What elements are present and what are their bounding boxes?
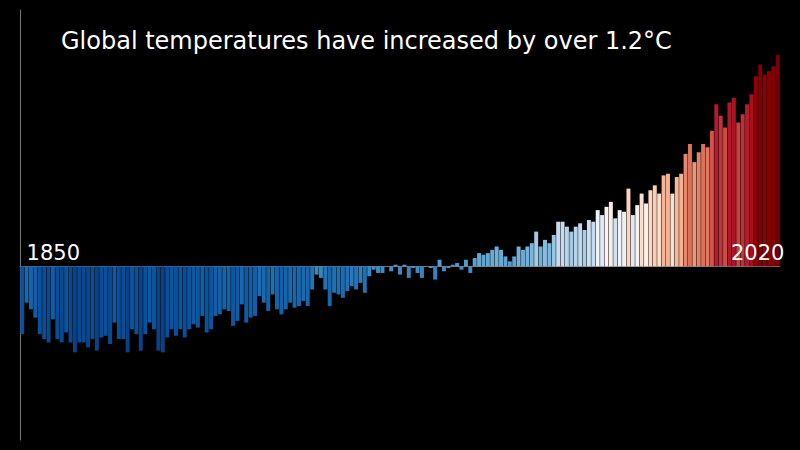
svg-text:2020: 2020 — [731, 241, 784, 265]
svg-text:Global temperatures have incre: Global temperatures have increased by ov… — [61, 27, 672, 55]
svg-text:1850: 1850 — [27, 241, 80, 265]
